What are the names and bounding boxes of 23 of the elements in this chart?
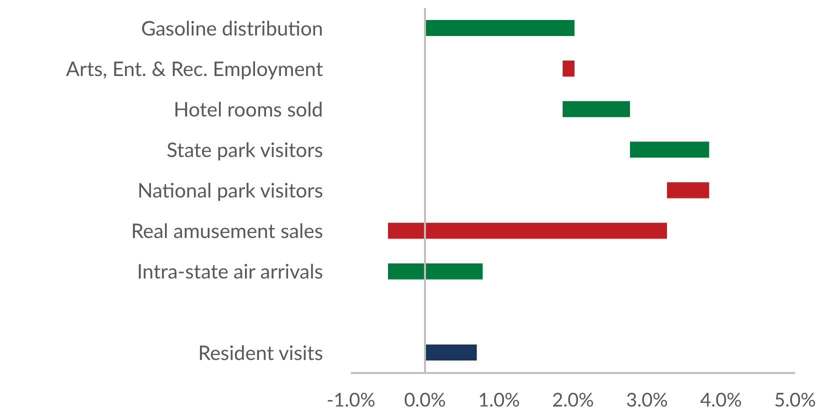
x-tick-label: 5.0% — [774, 388, 816, 412]
y-tick-label: Real amusement sales — [131, 219, 323, 244]
y-tick-label: National park visitors — [137, 178, 323, 203]
x-tick-label: 3.0% — [626, 388, 668, 412]
x-tick-label: 2.0% — [552, 388, 594, 412]
y-tick-label: Arts, Ent. & Rec. Employment — [66, 56, 323, 81]
y-tick-label: Hotel rooms sold — [174, 97, 323, 122]
bar — [425, 20, 574, 36]
bar — [630, 142, 710, 158]
bar — [666, 182, 710, 198]
x-tick-label: 0.0% — [404, 388, 446, 412]
bar — [562, 60, 574, 77]
x-tick-label: 4.0% — [700, 388, 742, 412]
y-tick-label: Intra-state air arrivals — [136, 260, 323, 284]
bar — [562, 101, 630, 118]
y-tick-label: State park visitors — [166, 138, 323, 162]
y-tick-label: Gasoline distribution — [141, 16, 323, 40]
bar — [425, 344, 477, 360]
y-tick-label: Resident visits — [198, 340, 323, 365]
x-tick-label: 1.0% — [478, 388, 520, 412]
bar — [388, 222, 667, 239]
bar — [388, 263, 483, 280]
x-tick-label: -1.0% — [326, 388, 376, 412]
